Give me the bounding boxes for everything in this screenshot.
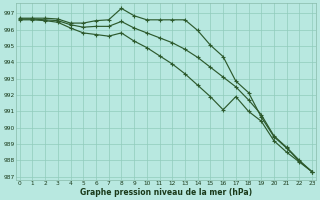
X-axis label: Graphe pression niveau de la mer (hPa): Graphe pression niveau de la mer (hPa) xyxy=(80,188,252,197)
